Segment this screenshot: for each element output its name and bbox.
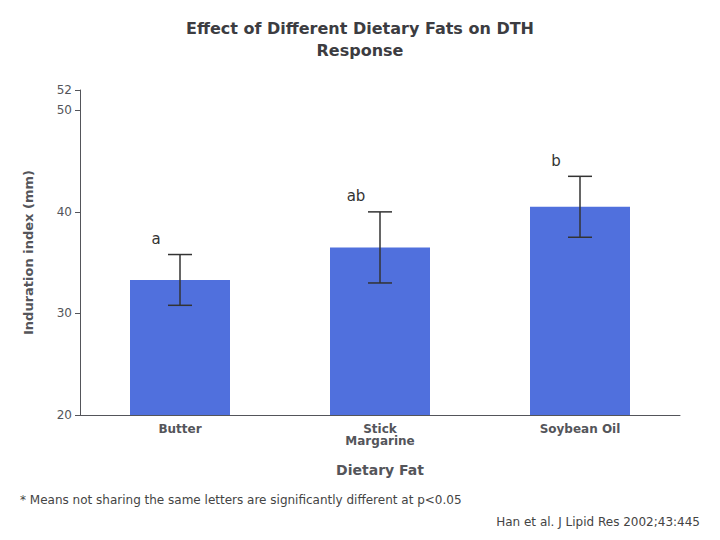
svg-text:20: 20 (57, 408, 72, 422)
svg-text:Induration index (mm): Induration index (mm) (21, 170, 36, 335)
svg-text:a: a (151, 230, 160, 248)
svg-text:50: 50 (57, 103, 72, 117)
svg-text:Effect of Different Dietary Fa: Effect of Different Dietary Fats on DTH (186, 19, 534, 38)
svg-text:b: b (551, 152, 561, 170)
svg-text:52: 52 (57, 83, 72, 97)
svg-text:30: 30 (57, 306, 72, 320)
svg-text:Stick: Stick (363, 422, 397, 436)
svg-text:Response: Response (317, 41, 404, 60)
svg-text:* Means not sharing the same l: * Means not sharing the same letters are… (20, 493, 462, 507)
svg-text:Margarine: Margarine (345, 434, 414, 448)
svg-text:ab: ab (347, 187, 366, 205)
svg-text:Han et al. J Lipid Res 2002;43: Han et al. J Lipid Res 2002;43:445 (496, 515, 700, 529)
svg-text:Butter: Butter (158, 422, 201, 436)
svg-text:Soybean Oil: Soybean Oil (540, 422, 621, 436)
svg-text:Dietary Fat: Dietary Fat (336, 462, 424, 478)
svg-text:40: 40 (57, 205, 72, 219)
